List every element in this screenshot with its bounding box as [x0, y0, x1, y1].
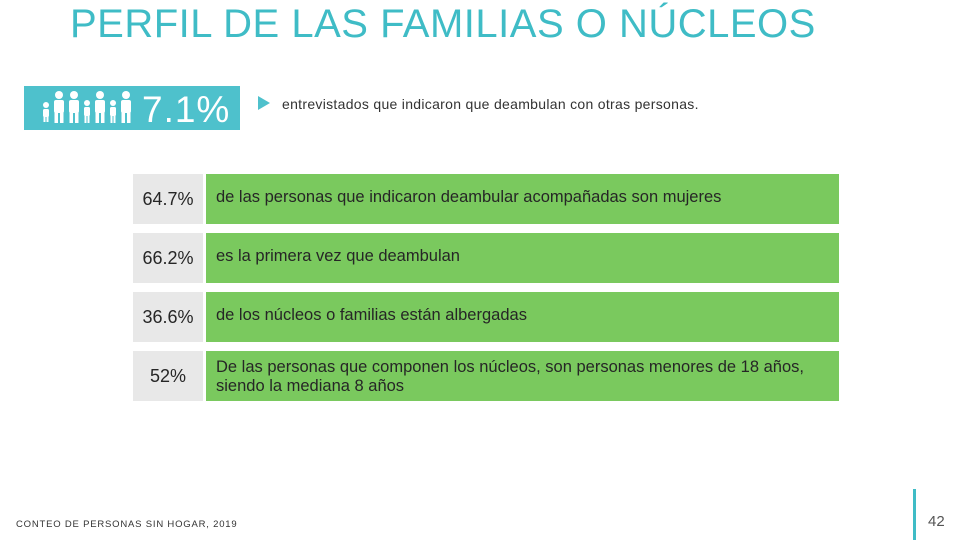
- stat-row: 66.2% es la primera vez que deambulan: [133, 233, 839, 283]
- banner-description: entrevistados que indicaron que deambula…: [282, 96, 699, 112]
- stat-row: 52% De las personas que componen los núc…: [133, 351, 839, 401]
- banner-percentage: 7.1%: [142, 89, 231, 130]
- pointer-arrow-icon: [256, 95, 272, 116]
- stat-text: de los núcleos o familias están albergad…: [206, 292, 839, 342]
- stat-value: 36.6%: [133, 292, 203, 342]
- page-title: PERFIL DE LAS FAMILIAS O NÚCLEOS: [70, 2, 816, 46]
- stat-row: 64.7% de las personas que indicaron deam…: [133, 174, 839, 224]
- stat-text: de las personas que indicaron deambular …: [206, 174, 839, 224]
- stat-value: 52%: [133, 351, 203, 401]
- family-icon: [40, 90, 138, 129]
- stat-value: 66.2%: [133, 233, 203, 283]
- stat-text: De las personas que componen los núcleos…: [206, 351, 839, 401]
- page-number: 42: [928, 513, 945, 530]
- stat-text: es la primera vez que deambulan: [206, 233, 839, 283]
- highlight-banner: 7.1%: [24, 86, 240, 130]
- stat-value: 64.7%: [133, 174, 203, 224]
- stat-row: 36.6% de los núcleos o familias están al…: [133, 292, 839, 342]
- footer-divider: [913, 489, 916, 540]
- footer-source: CONTEO DE PERSONAS SIN HOGAR, 2019: [16, 519, 238, 530]
